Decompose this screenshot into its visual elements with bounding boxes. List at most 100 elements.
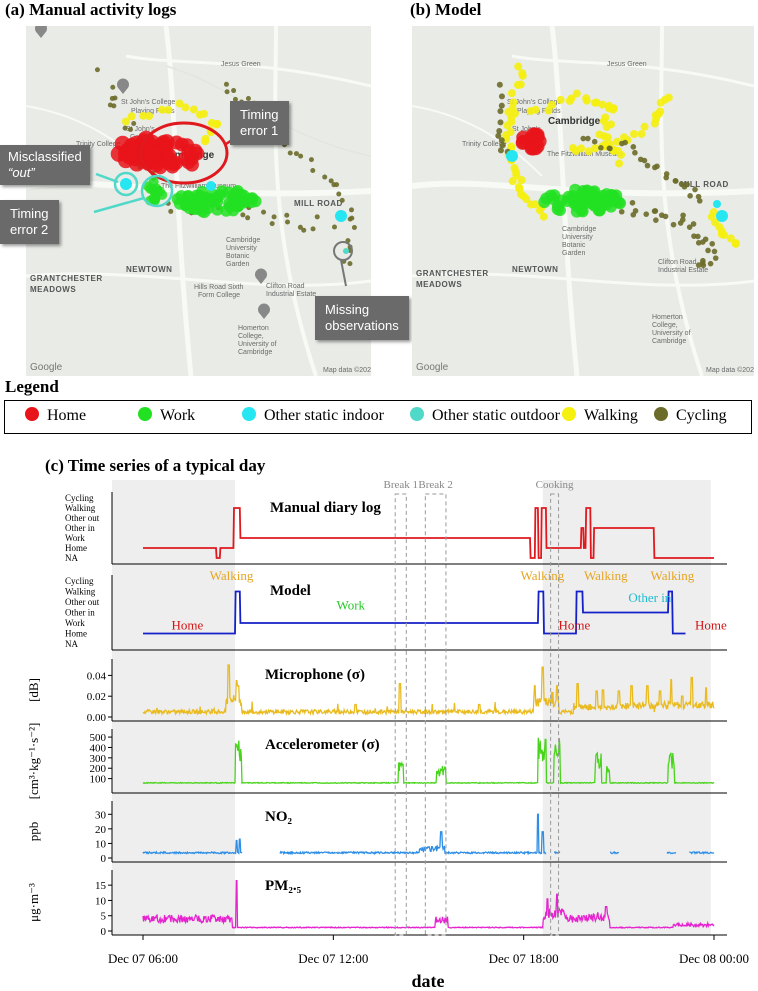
map-a-label-playing-fields: St John's College: [121, 99, 175, 106]
callout-timing-error-2-line1: Timing: [10, 206, 49, 221]
map-a-label-grantchester-2: MEADOWS: [30, 285, 76, 294]
cycling-point: [691, 233, 697, 239]
cycling-point: [700, 262, 707, 269]
map-b-label-botanic-2: University: [562, 234, 593, 241]
walking-point: [591, 144, 600, 153]
legend-item-walking: Walking: [562, 407, 638, 425]
map-b-label-botanic-1: Cambridge: [562, 226, 596, 233]
cycling-point: [644, 162, 651, 169]
map-a-label-homerton-4: Cambridge: [238, 349, 272, 356]
map-b-label-homerton-3: University of: [652, 330, 691, 337]
y-axis-label: ppb: [26, 822, 41, 842]
walking-point: [508, 177, 517, 186]
other-indoor-point: [206, 181, 216, 191]
walking-point: [617, 150, 626, 159]
map-pin-icon: [255, 268, 267, 284]
cycling-point: [322, 174, 328, 180]
map-b-label-clifton-1: Clifton Road: [658, 259, 697, 266]
cycling-point: [630, 144, 637, 150]
cycling-point: [692, 186, 698, 193]
dashed-boxes: Break 1 Break 2 Cooking: [383, 479, 574, 936]
walking-point: [609, 104, 618, 113]
home-point: [114, 135, 131, 152]
timing-error-2-pointer: [93, 196, 145, 214]
walking-point: [731, 239, 740, 248]
cycling-point: [224, 89, 230, 95]
dashed-box-label: Cooking: [536, 479, 574, 491]
series-line: [142, 879, 715, 930]
category-tick-label: Work: [65, 618, 85, 628]
legend-dot-other-outdoor: [410, 407, 424, 421]
y-tick-label: 30: [95, 809, 107, 821]
walking-point: [567, 94, 576, 103]
work-point: [548, 189, 561, 202]
callout-timing-error-1-line1: Timing: [240, 107, 279, 122]
legend-dot-work: [138, 407, 152, 421]
map-a-label-jesus-green: Jesus Green: [221, 61, 261, 68]
category-tick-label: NA: [65, 639, 78, 649]
cycling-point: [670, 221, 677, 228]
callout-timing-error-2-line2: error 2: [10, 222, 49, 237]
walking-point: [720, 231, 729, 240]
y-tick-label: 400: [90, 742, 107, 754]
cycling-point: [696, 198, 703, 204]
cycling-point: [498, 102, 505, 109]
work-point: [232, 199, 245, 212]
cycling-point: [585, 135, 591, 142]
map-b-roads: [412, 26, 754, 376]
series-line: [142, 664, 715, 717]
state-annotation: Walking: [210, 568, 254, 583]
work-point: [237, 189, 250, 202]
x-tick-label: Dec 07 18:00: [489, 951, 559, 966]
walking-point: [503, 121, 512, 130]
map-b-label-playing-fields: St John's College: [507, 99, 561, 106]
map-a-label-trinity: Trinity College: [76, 141, 121, 148]
y-tick-label: 200: [90, 763, 107, 775]
cycling-point: [232, 96, 238, 102]
state-annotation: Walking: [584, 568, 628, 583]
y-tick-label: 500: [90, 732, 107, 744]
cycling-point: [293, 151, 299, 157]
walking-point: [629, 129, 638, 138]
home-point: [184, 151, 199, 166]
legend-dot-walking: [562, 407, 576, 421]
walking-point: [572, 89, 581, 98]
x-axis: Dec 07 06:00 Dec 07 12:00 Dec 07 18:00 Dec …: [108, 935, 749, 991]
map-a-label-hills-1: Hills Road Sixth: [194, 284, 244, 291]
cycling-point: [128, 126, 134, 132]
cycling-point: [629, 199, 636, 206]
cycling-point: [687, 193, 693, 199]
map-a-label-clifton-2: Industrial Estate: [266, 291, 316, 298]
work-point: [195, 190, 208, 203]
missing-observations-pointer: [340, 259, 347, 287]
cycling-point: [109, 95, 115, 101]
walking-point: [664, 93, 673, 102]
walking-point: [158, 105, 167, 114]
walking-point: [121, 117, 130, 126]
state-annotation: Walking: [520, 568, 564, 583]
map-manual-logs: St John's College Playing Fields Jesus G…: [26, 26, 371, 376]
dashed-box-label: Break 2: [418, 479, 453, 491]
y-tick-label: 0.02: [87, 691, 106, 703]
cycling-point: [690, 221, 697, 227]
legend-title: Legend: [5, 377, 59, 396]
walking-point: [637, 129, 646, 138]
legend-dot-home: [25, 407, 39, 421]
map-b-label-clifton-2: Industrial Estate: [658, 267, 708, 274]
legend-dot-cycling: [654, 407, 668, 421]
walking-point: [531, 105, 540, 114]
legend-label-cycling: Cycling: [676, 407, 727, 424]
legend-label-home: Home: [47, 407, 87, 424]
walking-point: [507, 89, 516, 98]
legend-label-other-outdoor: Other static outdoor: [432, 407, 560, 424]
cycling-point: [499, 142, 506, 149]
work-point: [183, 202, 196, 215]
cycling-point: [654, 163, 660, 170]
walking-point: [539, 212, 548, 221]
y-axis-label: [cm³·kg⁻¹·s⁻²]: [26, 723, 41, 800]
walking-point: [127, 112, 136, 121]
map-a-pins: [35, 26, 270, 319]
map-b-label-trinity: Trinity College: [462, 141, 507, 148]
map-b-label-newtown: NEWTOWN: [512, 265, 558, 274]
callout-timing-error-2: Timing error 2: [0, 200, 59, 244]
